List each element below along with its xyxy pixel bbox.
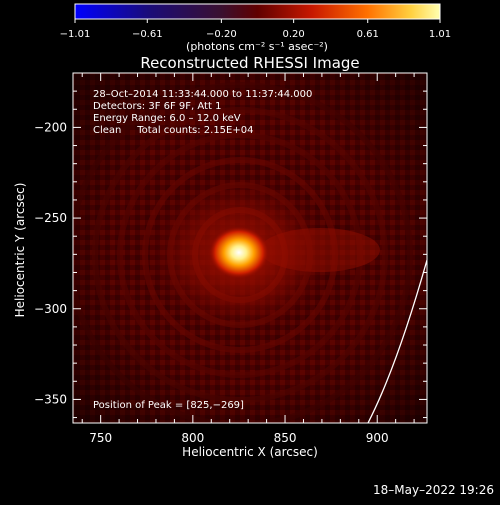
y-tick-label: −200 — [34, 120, 67, 134]
chart-title: Reconstructed RHESSI Image — [140, 54, 359, 72]
annotation-detectors: Detectors: 3F 6F 9F, Att 1 — [93, 101, 221, 112]
annotation-time-range: 28–Oct–2014 11:33:44.000 to 11:37:44.000 — [93, 89, 312, 100]
x-tick-label: 800 — [181, 431, 204, 445]
colorbar-frame — [74, 3, 441, 20]
colorbar-tick-label: −0.20 — [206, 29, 237, 40]
x-axis: 750 800 850 900 — [81, 73, 415, 445]
y-tick-label: −350 — [34, 392, 67, 406]
colorbar-tick-label: −1.01 — [60, 29, 91, 40]
y-tick-label: −250 — [34, 211, 67, 225]
y-axis-title: Heliocentric Y (arcsec) — [13, 183, 27, 318]
annotation-peak-position: Position of Peak = [825,−269] — [93, 400, 244, 411]
heatmap-image — [73, 73, 427, 423]
observation-annotation: 28–Oct–2014 11:33:44.000 to 11:37:44.000… — [93, 89, 312, 411]
footer-timestamp: 18–May–2022 19:26 — [373, 483, 494, 497]
colorbar-tick-label: 0.20 — [283, 29, 305, 40]
colorbar-tick-label: 0.61 — [357, 29, 379, 40]
colorbar-tick-label: −0.61 — [132, 29, 163, 40]
colorbar-gradient — [75, 4, 440, 19]
y-tick-label: −300 — [34, 302, 67, 316]
colorbar: −1.01 −0.61 −0.20 0.20 0.61 1.01 (photons cm⁻… — [60, 3, 451, 53]
x-tick-label: 750 — [89, 431, 112, 445]
colorbar-tick-label: 1.01 — [429, 29, 451, 40]
colorbar-ticks: −1.01 −0.61 −0.20 0.20 0.61 1.01 — [60, 19, 451, 40]
heatmap-peak-source — [208, 226, 269, 279]
annotation-energy-range: Energy Range: 6.0 – 12.0 keV — [93, 113, 241, 124]
plot-frame — [72, 72, 428, 424]
x-tick-label: 850 — [274, 431, 297, 445]
x-tick-label: 900 — [366, 431, 389, 445]
solar-limb-line — [367, 259, 427, 423]
x-axis-title: Heliocentric X (arcsec) — [182, 445, 318, 459]
y-axis: −200 −250 −300 −350 — [34, 72, 427, 419]
annotation-clean-counts: Clean Total counts: 2.15E+04 — [93, 125, 253, 136]
colorbar-units-label: (photons cm⁻² s⁻¹ asec⁻²) — [186, 40, 328, 53]
